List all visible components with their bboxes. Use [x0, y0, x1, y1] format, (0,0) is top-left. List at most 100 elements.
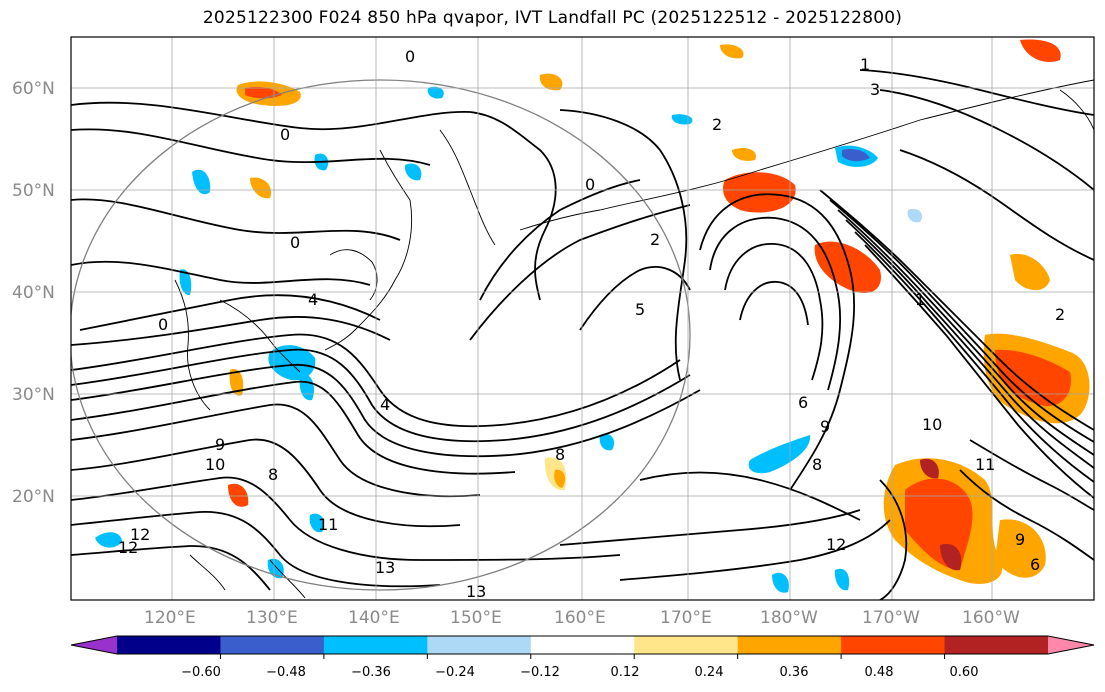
colorbar-tick-label: 0.60: [950, 665, 979, 680]
contour-label: 9: [820, 417, 830, 436]
colorbar-segment: [117, 636, 221, 654]
contour-label: 0: [290, 233, 300, 252]
positive-anomaly-small8: [732, 148, 756, 161]
negative-anomaly-west: [268, 345, 316, 381]
colorbar-extend-high: [1048, 636, 1094, 654]
negative-anomaly-small7: [309, 513, 325, 533]
contour-label: 10: [205, 455, 225, 474]
ivt-contours: [71, 69, 1094, 600]
contour-label: 9: [1015, 530, 1025, 549]
chart-title: 2025122300 F024 850 hPa qvapor, IVT Land…: [202, 8, 903, 28]
colorbar-outline: [70, 635, 1095, 655]
contour-label: 12: [118, 538, 138, 557]
colorbar-tick-labels: −0.60 −0.48 −0.36 −0.24 −0.12 0.12 0.24 …: [181, 665, 978, 680]
contour-label: 10: [922, 415, 942, 434]
positive-anomaly-small2: [229, 369, 244, 396]
contour-label: 9: [215, 435, 225, 454]
negative-anomaly-small8: [599, 433, 615, 451]
contour-label: 5: [635, 300, 645, 319]
negative-anomaly-small2: [671, 114, 693, 125]
gridlines: [71, 37, 1094, 600]
negative-anomaly-nw2: [179, 269, 192, 296]
contour-label: 13: [466, 582, 486, 601]
positive-anomaly-small9: [920, 458, 939, 479]
positive-anomaly-north: [722, 172, 796, 213]
lat-label-50n: 50°N: [12, 181, 55, 201]
contour-label: 8: [555, 445, 565, 464]
domain-circle: [71, 79, 691, 591]
negative-anomaly-n-core: [842, 148, 870, 162]
negative-anomaly-small1: [427, 86, 444, 99]
colorbar-tick-label: 0.12: [611, 665, 640, 680]
colorbar-segment: [530, 636, 635, 654]
colorbar-tick-label: 0.24: [695, 665, 724, 680]
colorbar-tick-label: −0.12: [520, 665, 560, 680]
lon-label-150e: 150°E: [450, 608, 502, 628]
positive-anomaly-ne: [1020, 39, 1061, 62]
lat-label-30n: 30°N: [12, 385, 55, 405]
contour-label: 0: [280, 125, 290, 144]
contour-label: 1: [860, 55, 870, 74]
longitude-labels: 120°E 130°E 140°E 150°E 160°E 170°E 180°…: [144, 608, 1020, 628]
contour-labels: 0 0 0 0 0 1 1 2 2 2 3 4 4 5 6 6 8 8 8 9 …: [118, 47, 1065, 601]
contour-label: 2: [650, 230, 660, 249]
negative-anomaly-small3: [404, 163, 422, 181]
contour-label: 8: [812, 455, 822, 474]
lon-label-170w: 170°W: [862, 608, 920, 628]
colorbar-segments: [71, 636, 1094, 654]
positive-anomaly-small4: [554, 469, 566, 488]
lat-label-40n: 40°N: [12, 283, 55, 303]
colorbar-segment: [737, 636, 842, 654]
lon-label-160e: 160°E: [554, 608, 606, 628]
colorbar-tick-label: −0.48: [266, 665, 306, 680]
latitude-labels: 60°N 50°N 40°N 30°N 20°N: [12, 79, 55, 507]
contour-label: 6: [1030, 555, 1040, 574]
positive-anomaly-small5: [250, 177, 272, 199]
positive-anomaly-se2: [995, 519, 1046, 578]
colorbar-ticks: [219, 654, 946, 659]
positive-anomaly-small10: [940, 543, 962, 571]
contour-label: 0: [158, 315, 168, 334]
contour-label: 8: [268, 465, 278, 484]
negative-anomaly-sw: [95, 532, 122, 548]
negative-anomaly-small5: [834, 568, 850, 591]
colorbar-segment: [323, 636, 428, 654]
colorbar-tick-label: −0.36: [351, 665, 391, 680]
positive-anomaly-small7: [539, 73, 563, 91]
lat-label-60n: 60°N: [12, 79, 55, 99]
positive-anomaly-mid: [814, 241, 881, 294]
positive-anomaly-small6: [720, 44, 744, 59]
contour-label: 12: [826, 535, 846, 554]
map-panel: 0 0 0 0 0 1 1 2 2 2 3 4 4 5 6 6 8 8 8 9 …: [71, 37, 1094, 601]
colorbar-tick-label: 0.36: [780, 665, 809, 680]
lon-label-140e: 140°E: [348, 608, 400, 628]
contour-label: 1: [915, 290, 925, 309]
contour-label: 13: [375, 558, 395, 577]
contour-label: 3: [870, 80, 880, 99]
colorbar-tick-label: −0.24: [435, 665, 475, 680]
positive-anomaly-ne2: [1010, 253, 1050, 291]
negative-anomaly-west2: [299, 374, 315, 401]
contour-label: 12: [130, 525, 150, 544]
map-frame: [70, 36, 1095, 601]
lon-label-170e: 170°E: [660, 608, 712, 628]
contour-label: 11: [975, 455, 995, 474]
contour-label: 2: [1055, 305, 1065, 324]
positive-anomaly-small1: [228, 483, 249, 507]
contour-label: 0: [585, 175, 595, 194]
colorbar-segment: [841, 636, 946, 654]
negative-anomaly-small9: [907, 208, 923, 223]
colorbar-segment: [220, 636, 325, 654]
contour-label: 6: [798, 393, 808, 412]
lon-label-180w: 180°W: [760, 608, 818, 628]
lat-label-20n: 20°N: [12, 487, 55, 507]
colorbar-segment: [944, 636, 1049, 654]
colorbar: −0.60 −0.48 −0.36 −0.24 −0.12 0.12 0.24 …: [70, 635, 1095, 680]
negative-anomaly-small4: [772, 572, 789, 593]
contour-label: 11: [318, 515, 338, 534]
contour-label: 4: [308, 290, 318, 309]
negative-anomaly-nw: [192, 169, 211, 195]
colorbar-segment: [427, 636, 532, 654]
lon-label-120e: 120°E: [144, 608, 196, 628]
colorbar-tick-label: 0.48: [865, 665, 894, 680]
